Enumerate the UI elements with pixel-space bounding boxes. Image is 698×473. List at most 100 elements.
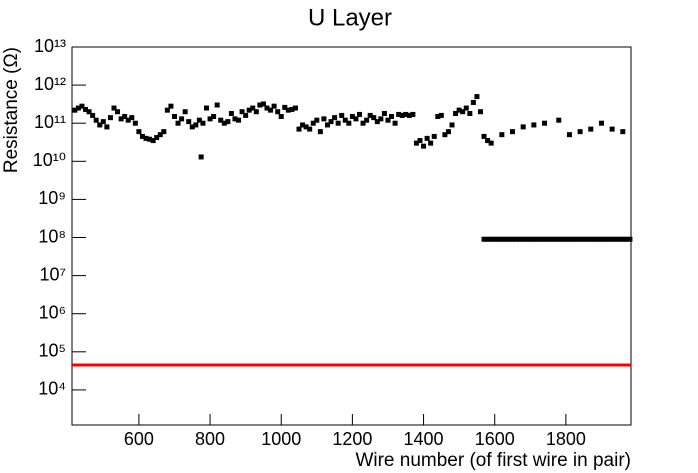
data-point — [428, 140, 434, 146]
data-point — [499, 236, 505, 242]
data-point — [132, 120, 138, 126]
y-tick-label: 10⁹ — [38, 188, 66, 208]
data-point — [495, 236, 501, 242]
data-point — [342, 117, 348, 123]
data-point — [296, 126, 302, 132]
data-point — [531, 236, 537, 242]
data-point — [598, 236, 604, 242]
data-point — [374, 119, 380, 125]
x-tick-label: 600 — [124, 429, 154, 449]
data-point — [118, 116, 124, 122]
data-point — [271, 103, 277, 109]
y-tick-label: 10¹² — [34, 74, 66, 94]
y-tick-label: 10⁸ — [38, 226, 66, 246]
data-point — [72, 107, 78, 113]
data-point — [292, 105, 298, 111]
data-point — [150, 138, 156, 144]
data-point — [218, 117, 224, 123]
data-point — [481, 133, 487, 139]
x-tick-label: 1200 — [332, 429, 372, 449]
data-point — [506, 236, 512, 242]
data-point — [324, 122, 330, 128]
data-point — [214, 102, 220, 108]
data-point — [542, 236, 548, 242]
data-point — [492, 236, 498, 242]
data-point — [349, 113, 355, 119]
data-point — [481, 236, 487, 242]
chart-title: U Layer — [308, 4, 392, 31]
data-point — [389, 113, 395, 119]
data-point — [90, 112, 96, 118]
data-point — [563, 236, 569, 242]
data-point — [204, 105, 210, 111]
plot-frame — [71, 46, 632, 426]
data-point — [566, 132, 572, 138]
y-tick-label: 10¹³ — [34, 36, 66, 56]
data-point — [602, 236, 608, 242]
data-point — [79, 103, 85, 109]
data-point — [186, 119, 192, 125]
data-point — [534, 236, 540, 242]
data-point — [510, 129, 516, 135]
data-point — [438, 112, 444, 118]
data-point — [104, 124, 110, 130]
data-point — [136, 129, 142, 135]
data-point — [171, 113, 177, 119]
data-point — [453, 110, 459, 116]
data-point — [364, 117, 370, 123]
data-point — [485, 138, 491, 144]
data-point — [232, 116, 238, 122]
data-point — [588, 236, 594, 242]
data-point — [189, 124, 195, 130]
data-point — [460, 109, 466, 115]
data-point — [278, 113, 284, 119]
data-point — [584, 236, 590, 242]
data-point — [360, 120, 366, 126]
data-point — [559, 236, 565, 242]
data-point — [627, 236, 633, 242]
data-point — [115, 109, 121, 115]
data-point — [221, 120, 227, 126]
data-point — [332, 115, 338, 121]
data-point — [552, 236, 558, 242]
data-point — [513, 236, 519, 242]
data-point — [556, 236, 562, 242]
data-point — [510, 236, 516, 242]
data-point — [346, 120, 352, 126]
data-point — [606, 236, 612, 242]
data-point — [250, 105, 256, 111]
data-point — [246, 107, 252, 113]
data-point — [574, 236, 580, 242]
data-point — [300, 122, 306, 128]
data-point — [556, 117, 562, 123]
data-point — [239, 109, 245, 115]
data-point — [474, 94, 480, 100]
data-point — [609, 126, 615, 132]
data-point — [111, 105, 117, 111]
data-point — [517, 236, 523, 242]
data-point — [285, 107, 291, 113]
data-point — [339, 112, 345, 118]
data-point — [310, 120, 316, 126]
data-point — [570, 236, 576, 242]
data-point — [122, 113, 128, 119]
data-point — [164, 107, 170, 113]
x-axis-title: Wire number (of first wire in pair) — [355, 450, 631, 471]
data-point — [139, 133, 145, 139]
x-tick-label: 1800 — [546, 429, 586, 449]
y-tick-label: 10⁴ — [38, 379, 66, 399]
data-point — [182, 109, 188, 115]
data-point — [456, 107, 462, 113]
x-tick-label: 1400 — [404, 429, 444, 449]
data-point — [228, 110, 234, 116]
data-point — [381, 110, 387, 116]
data-point — [353, 116, 359, 122]
data-point — [598, 120, 604, 126]
data-point — [198, 154, 204, 160]
data-point — [385, 117, 391, 123]
data-point — [421, 143, 427, 149]
data-point — [609, 236, 615, 242]
data-point — [595, 236, 601, 242]
data-point — [549, 236, 555, 242]
